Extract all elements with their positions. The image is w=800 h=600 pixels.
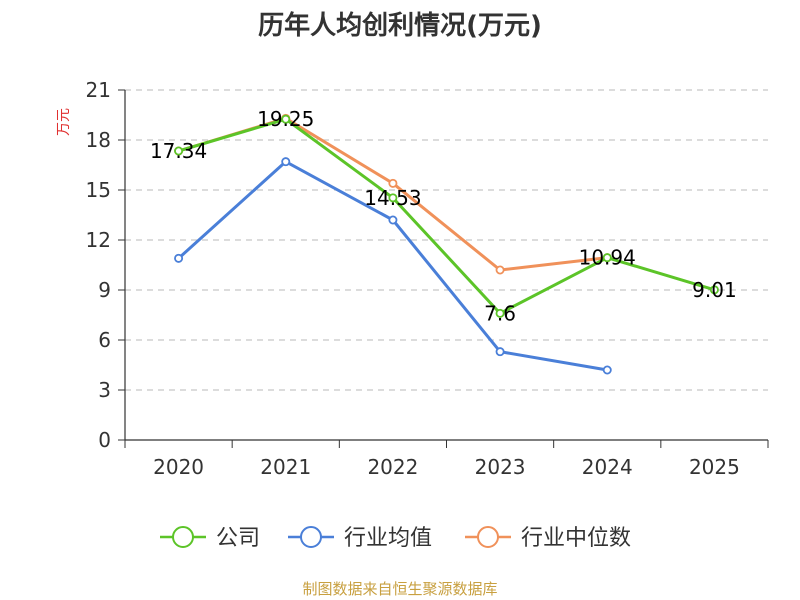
legend-marker (172, 526, 194, 548)
x-tick-label: 2024 (582, 455, 633, 479)
y-tick-label: 18 (86, 128, 111, 152)
data-label: 10.94 (579, 246, 636, 270)
data-label: 14.53 (364, 186, 421, 210)
data-labels: 17.34 19.25 14.53 7.6 10.94 9.01 (150, 107, 737, 325)
series-point (495, 347, 505, 357)
series-point (602, 365, 612, 375)
series-point (495, 265, 505, 275)
data-label: 9.01 (692, 278, 737, 302)
legend-label: 行业均值 (344, 526, 432, 551)
legend-label: 行业中位数 (521, 526, 631, 551)
x-tick-label: 2025 (689, 455, 740, 479)
data-label: 17.34 (150, 139, 207, 163)
axes (124, 90, 768, 441)
y-tick-label: 12 (86, 228, 111, 252)
series-point (388, 193, 398, 203)
series-point (709, 285, 719, 295)
x-tick-label: 2023 (475, 455, 526, 479)
y-tick-label: 21 (86, 78, 111, 102)
series-lines (174, 113, 719, 375)
y-tick-label: 9 (98, 278, 111, 302)
series-point (602, 253, 612, 263)
x-tick-label: 2021 (260, 455, 311, 479)
legend-label: 公司 (216, 526, 260, 551)
y-tick-label: 0 (98, 428, 111, 452)
series-point (174, 146, 184, 156)
y-tick-label: 15 (86, 178, 111, 202)
legend: 公司 行业均值 行业中位数 (160, 526, 631, 551)
legend-marker (477, 526, 499, 548)
series-line (178, 117, 715, 315)
series-point (281, 157, 291, 167)
y-axis-label: 万元 (56, 108, 72, 136)
x-tick-labels: 2020 2021 2022 2023 2024 2025 (124, 440, 769, 479)
source-note: 制图数据来自恒生聚源数据库 (302, 580, 497, 598)
chart-title: 历年人均创利情况(万元) (258, 10, 542, 41)
series-point (495, 308, 505, 318)
series-point (174, 253, 184, 263)
series-point (388, 178, 398, 188)
grid-lines (125, 89, 768, 391)
data-label: 7.6 (484, 301, 516, 325)
y-tick-label: 3 (98, 378, 111, 402)
x-tick-label: 2022 (367, 455, 418, 479)
x-tick-label: 2020 (153, 455, 204, 479)
data-label: 19.25 (257, 107, 314, 131)
y-tick-label: 6 (98, 328, 111, 352)
series-point (388, 215, 398, 225)
series-point (281, 114, 291, 124)
legend-marker (300, 526, 322, 548)
y-tick-labels: 0 3 6 9 12 15 18 21 (86, 78, 125, 452)
